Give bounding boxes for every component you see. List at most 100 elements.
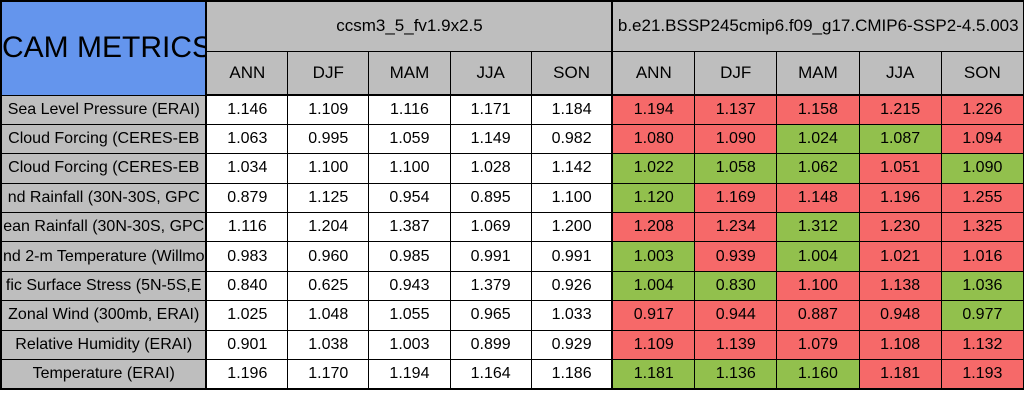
- metric-cell-model1: 0.879: [205, 182, 289, 214]
- metric-cell-model2: 1.109: [611, 329, 696, 361]
- metric-cell-model1: 1.171: [449, 94, 532, 125]
- row-label: nd Rainfall (30N-30S, GPC: [1, 182, 208, 214]
- metric-cell-model1: 1.055: [368, 300, 451, 331]
- metric-cell-model2: 1.004: [776, 241, 860, 272]
- metric-cell-model1: 1.184: [530, 94, 613, 125]
- metric-cell-model2: 1.079: [776, 329, 860, 361]
- metric-cell-model2: 1.003: [611, 241, 696, 272]
- metric-cell-model2: 1.208: [611, 212, 696, 243]
- row-label: Relative Humidity (ERAI): [1, 329, 208, 361]
- column-header-model2-son: SON: [940, 50, 1024, 96]
- metric-cell-model2: 1.181: [858, 359, 942, 390]
- metric-cell-model2: 1.158: [776, 94, 860, 125]
- metric-cell-model2: 1.016: [940, 241, 1024, 272]
- row-label: Sea Level Pressure (ERAI): [1, 94, 208, 125]
- table-row: fic Surface Stress (5N-5S,E 0.840 0.625 0.9…: [1, 270, 1024, 302]
- metric-cell-model2: 1.312: [776, 212, 860, 243]
- metric-cell-model1: 0.982: [530, 123, 613, 155]
- season-header-row: ANN DJF MAM JJA SON ANN DJF MAM JJA SON: [1, 50, 1024, 96]
- metric-cell-model2: 1.094: [940, 123, 1024, 155]
- metric-cell-model2: 1.160: [776, 359, 860, 390]
- metric-cell-model2: 1.325: [940, 212, 1024, 243]
- metric-cell-model2: 1.215: [858, 94, 942, 125]
- table-row: ean Rainfall (30N-30S, GPC 1.116 1.204 1.38…: [1, 212, 1024, 243]
- metric-cell-model1: 1.003: [368, 329, 451, 361]
- table-row: nd 2-m Temperature (Willmo 0.983 0.960 0.98…: [1, 241, 1024, 272]
- metric-cell-model1: 1.038: [287, 329, 370, 361]
- metric-cell-model2: 1.108: [858, 329, 942, 361]
- column-header-model1-djf: DJF: [287, 50, 370, 96]
- metric-cell-model1: 0.991: [449, 241, 532, 272]
- metric-cell-model1: 0.983: [205, 241, 289, 272]
- metric-cell-model1: 0.926: [530, 270, 613, 302]
- table-row: Zonal Wind (300mb, ERAI) 1.025 1.048 1.055 0…: [1, 300, 1024, 331]
- metric-cell-model1: 1.100: [530, 182, 613, 214]
- column-header-model2-mam: MAM: [776, 50, 860, 96]
- metric-cell-model2: 1.194: [611, 94, 696, 125]
- metric-cell-model2: 1.226: [940, 94, 1024, 125]
- metric-cell-model2: 1.136: [694, 359, 778, 390]
- metric-cell-model1: 1.196: [205, 359, 289, 390]
- metric-cell-model2: 1.255: [940, 182, 1024, 214]
- metric-cell-model2: 1.087: [858, 123, 942, 155]
- metric-cell-model1: 0.840: [205, 270, 289, 302]
- metric-cell-model2: 1.021: [858, 241, 942, 272]
- metric-cell-model1: 1.204: [287, 212, 370, 243]
- table-row: Sea Level Pressure (ERAI) 1.146 1.109 1.116…: [1, 94, 1024, 125]
- metric-cell-model1: 1.149: [449, 123, 532, 155]
- metric-cell-model1: 0.965: [449, 300, 532, 331]
- row-label: Cloud Forcing (CERES-EB: [1, 123, 208, 155]
- metric-cell-model1: 0.954: [368, 182, 451, 214]
- metric-cell-model2: 1.062: [776, 153, 860, 184]
- metric-cell-model1: 1.025: [205, 300, 289, 331]
- row-label: fic Surface Stress (5N-5S,E: [1, 270, 208, 302]
- column-header-model1-jja: JJA: [449, 50, 532, 96]
- cam-metrics-table: CAM METRICS ccsm3_5_fv1.9x2.5 b.e21.BSSP…: [0, 0, 1024, 390]
- metric-cell-model1: 1.125: [287, 182, 370, 214]
- column-header-model1-ann: ANN: [205, 50, 289, 96]
- metric-cell-model1: 1.063: [205, 123, 289, 155]
- column-header-model1-son: SON: [530, 50, 613, 96]
- metric-cell-model1: 1.164: [449, 359, 532, 390]
- row-label: Zonal Wind (300mb, ERAI): [1, 300, 208, 331]
- group-header-model1: ccsm3_5_fv1.9x2.5: [205, 0, 613, 52]
- table-row: Relative Humidity (ERAI) 0.901 1.038 1.003 0…: [1, 329, 1024, 361]
- metric-cell-model1: 0.901: [205, 329, 289, 361]
- metric-cell-model2: 1.004: [611, 270, 696, 302]
- metric-cell-model1: 1.194: [368, 359, 451, 390]
- metric-cell-model1: 1.387: [368, 212, 451, 243]
- metric-cell-model2: 1.139: [694, 329, 778, 361]
- metric-cell-model1: 1.034: [205, 153, 289, 184]
- metric-cell-model2: 1.022: [611, 153, 696, 184]
- metric-cell-model2: 0.939: [694, 241, 778, 272]
- group-header-model2: b.e21.BSSP245cmip6.f09_g17.CMIP6-SSP2-4.…: [611, 0, 1024, 52]
- metric-cell-model1: 0.625: [287, 270, 370, 302]
- metric-cell-model1: 1.142: [530, 153, 613, 184]
- metric-cell-model2: 1.024: [776, 123, 860, 155]
- metric-cell-model2: 0.887: [776, 300, 860, 331]
- row-label: Temperature (ERAI): [1, 359, 208, 390]
- metric-cell-model2: 1.148: [776, 182, 860, 214]
- metric-cell-model2: 1.132: [940, 329, 1024, 361]
- metric-cell-model2: 1.230: [858, 212, 942, 243]
- table-row: Temperature (ERAI) 1.196 1.170 1.194 1.164 1.…: [1, 359, 1024, 390]
- metric-cell-model1: 0.929: [530, 329, 613, 361]
- metric-cell-model1: 1.048: [287, 300, 370, 331]
- column-header-model2-jja: JJA: [858, 50, 942, 96]
- metric-cell-model1: 0.895: [449, 182, 532, 214]
- metric-cell-model1: 0.899: [449, 329, 532, 361]
- page-title: CAM METRICS: [0, 0, 208, 96]
- metric-cell-model2: 0.948: [858, 300, 942, 331]
- metric-cell-model1: 1.379: [449, 270, 532, 302]
- metric-cell-model1: 1.059: [368, 123, 451, 155]
- column-header-model2-djf: DJF: [694, 50, 778, 96]
- metric-cell-model1: 1.200: [530, 212, 613, 243]
- metric-cell-model1: 1.033: [530, 300, 613, 331]
- metric-cell-model1: 0.995: [287, 123, 370, 155]
- table-row: nd Rainfall (30N-30S, GPC 0.879 1.125 0.954…: [1, 182, 1024, 214]
- metric-cell-model1: 1.028: [449, 153, 532, 184]
- metric-cell-model1: 1.100: [287, 153, 370, 184]
- metric-cell-model2: 1.196: [858, 182, 942, 214]
- metric-cell-model2: 1.120: [611, 182, 696, 214]
